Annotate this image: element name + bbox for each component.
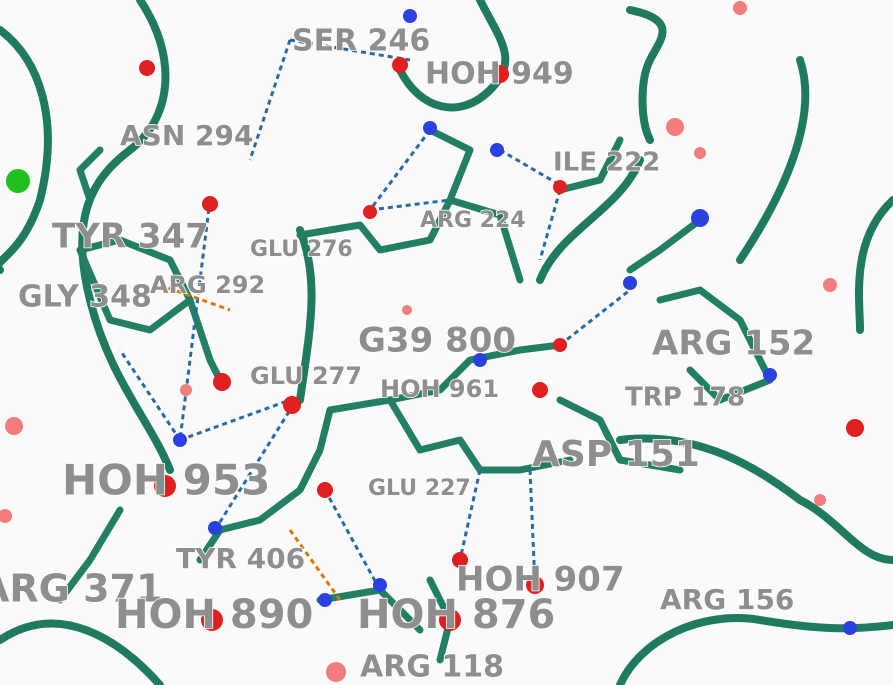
residue-label: ILE 222	[553, 148, 660, 178]
residue-label: ARG 371	[0, 567, 162, 611]
residue-label: ARG 224	[420, 208, 526, 233]
bonds	[56, 126, 774, 664]
residue-label: HOH 949	[425, 57, 574, 92]
residue-label: GLU 277	[250, 362, 362, 390]
residue-label: HOH 953	[62, 456, 270, 505]
residue-label: GLU 227	[368, 476, 471, 501]
residue-label: TRP 178	[625, 383, 745, 413]
residue-label: ARG 118	[360, 650, 504, 685]
hbonds	[118, 38, 631, 601]
residue-label: ARG 292	[150, 271, 265, 299]
residue-label: GLU 276	[250, 237, 353, 262]
residue-label: HOH 890	[115, 592, 313, 638]
residue-label: G39 800	[358, 321, 516, 361]
residue-label: ASP 151	[532, 434, 700, 475]
residue-label: ARG 152	[652, 324, 815, 364]
residue-label: ASN 294	[120, 119, 253, 152]
residue-label: TYR 406	[176, 542, 305, 575]
residue-label: TYR 347	[52, 217, 209, 257]
residue-label: GLY 348	[18, 280, 152, 315]
residue-label: HOH 907	[456, 560, 625, 600]
atoms	[0, 1, 864, 682]
residue-label: SER 246	[292, 24, 430, 59]
residue-label: ARG 156	[660, 583, 794, 616]
residue-label: HOH 961	[380, 375, 499, 403]
residue-label: HOH 876	[357, 592, 555, 638]
residue-labels: SER 246 HOH 949 ASN 294 ILE 222 TYR 347 …	[0, 23, 816, 685]
